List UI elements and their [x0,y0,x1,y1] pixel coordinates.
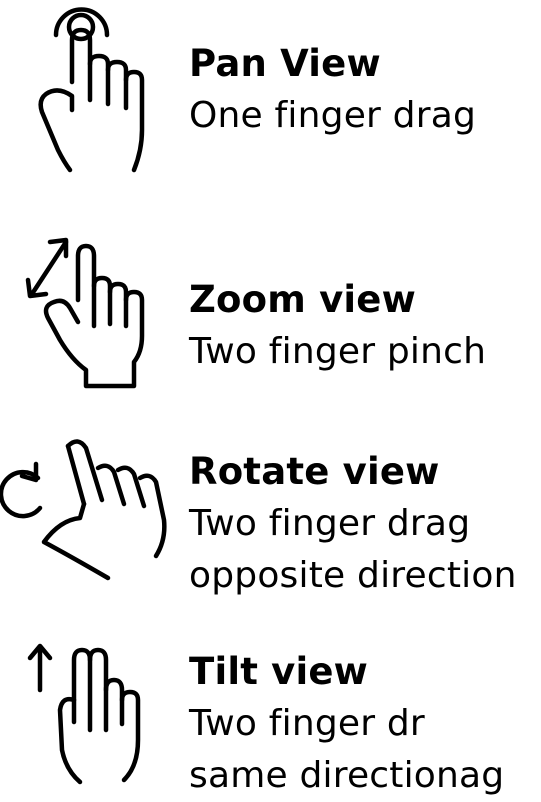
gesture-description: One finger drag [189,90,476,142]
gesture-item-tilt: Tilt view Two finger dr same directionag [189,646,504,802]
description-line: Two finger dr [189,703,425,744]
description-line: opposite direction [189,555,517,596]
gesture-description: Two finger dr same directionag [189,698,504,802]
gesture-title: Zoom view [189,278,416,321]
tap-hand-icon [38,7,145,173]
gesture-description: Two finger pinch [189,326,486,378]
description-line: Two finger pinch [189,331,487,372]
gesture-title: Rotate view [189,450,440,493]
rotate-hand-icon [0,439,167,581]
gesture-item-pan: Pan View One finger drag [189,38,476,142]
gesture-item-zoom: Zoom view Two finger pinch [189,274,486,378]
gesture-description: Two finger drag opposite direction [189,498,517,602]
gesture-title: Pan View [189,42,381,85]
gesture-item-rotate: Rotate view Two finger drag opposite dir… [189,446,517,602]
description-line: One finger drag [189,95,477,136]
pinch-hand-icon [25,237,145,389]
gesture-title: Tilt view [189,650,369,693]
description-line: same directionag [189,755,505,796]
two-finger-up-icon [27,643,141,785]
description-line: Two finger drag [189,503,471,544]
